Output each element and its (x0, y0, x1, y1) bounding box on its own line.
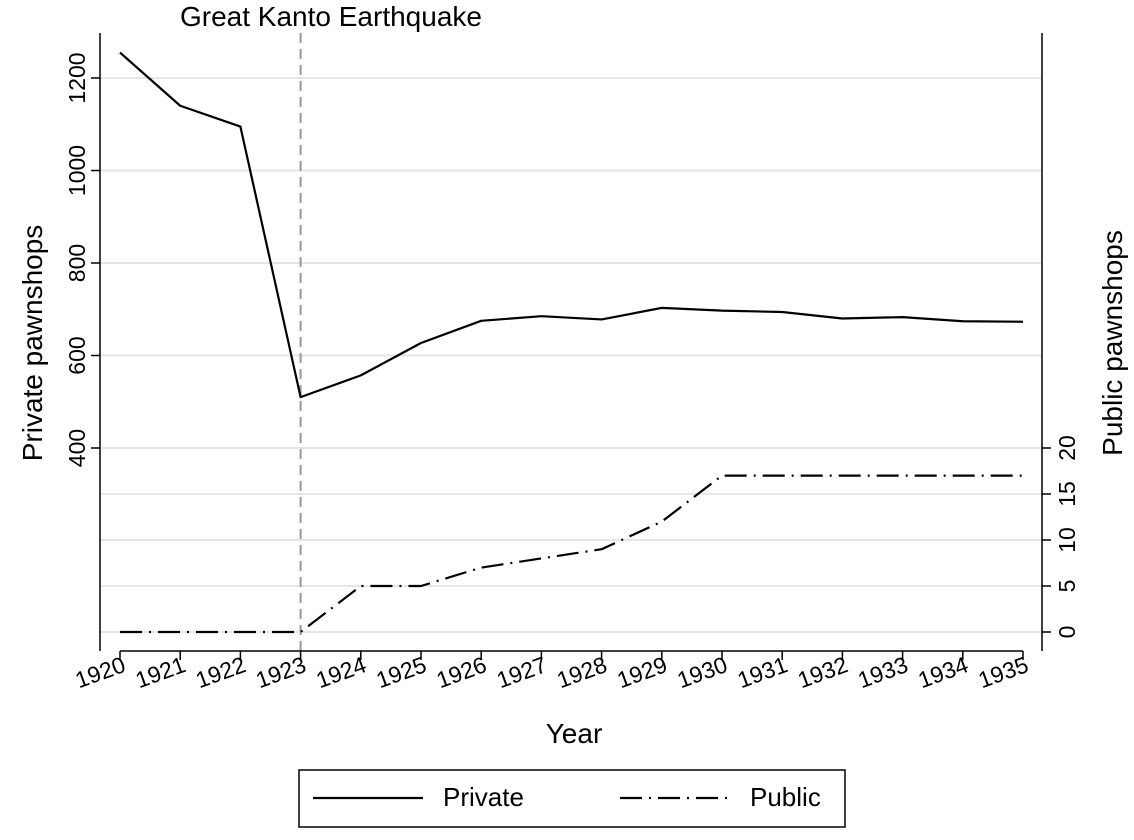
series-line-private (119, 51, 1024, 399)
legend: Private Public (298, 769, 846, 828)
x-tick-label: 1933 (854, 651, 911, 693)
right-y-tick-label: 15 (1054, 481, 1080, 507)
series-lines (119, 51, 1024, 634)
x-tick-label: 1926 (433, 651, 490, 693)
left-y-tick-label: 800 (64, 244, 90, 282)
left-y-tick-label: 400 (64, 429, 90, 467)
x-tick-label: 1935 (975, 651, 1032, 693)
x-tick-label: 1922 (192, 651, 249, 693)
right-y-tick-label: 5 (1054, 580, 1080, 593)
left-y-tick-labels: 400 600 800 1000 1200 (64, 52, 90, 467)
x-tick-label: 1930 (674, 651, 731, 693)
x-tick-label: 1925 (373, 651, 430, 693)
x-tick-label: 1931 (734, 651, 791, 693)
left-y-tick-label: 600 (64, 336, 90, 374)
series-line-public (120, 474, 1023, 634)
left-y-axis-title: Private pawnshops (17, 225, 48, 462)
right-y-tick-labels: 0 5 10 15 20 (1054, 435, 1080, 638)
right-y-tick-label: 10 (1054, 527, 1080, 553)
earthquake-annotation: Great Kanto Earthquake (180, 1, 482, 32)
x-tick-label: 1932 (794, 651, 851, 693)
axes (91, 33, 1051, 660)
x-tick-label: 1928 (553, 651, 610, 693)
x-tick-label: 1927 (493, 651, 550, 693)
gridlines (100, 77, 1042, 633)
x-tick-label: 1924 (313, 651, 370, 693)
x-tick-label: 1923 (252, 651, 309, 693)
right-y-tick-label: 0 (1054, 626, 1080, 639)
x-tick-label: 1934 (915, 651, 972, 693)
left-y-tick-label: 1200 (64, 52, 90, 103)
x-tick-label: 1921 (132, 651, 189, 693)
right-y-tick-label: 20 (1054, 435, 1080, 461)
legend-public-label: Public (750, 782, 821, 812)
x-tick-labels: 1920 1921 1922 1923 1924 1925 1926 1927 1928 1929… (72, 651, 1032, 693)
x-axis-title: Year (546, 718, 603, 749)
right-y-axis-title: Public pawnshops (1097, 230, 1128, 456)
x-tick-label: 1920 (72, 651, 129, 693)
x-tick-label: 1929 (614, 651, 671, 693)
legend-private-label: Private (443, 782, 524, 812)
left-y-tick-label: 1000 (64, 145, 90, 196)
